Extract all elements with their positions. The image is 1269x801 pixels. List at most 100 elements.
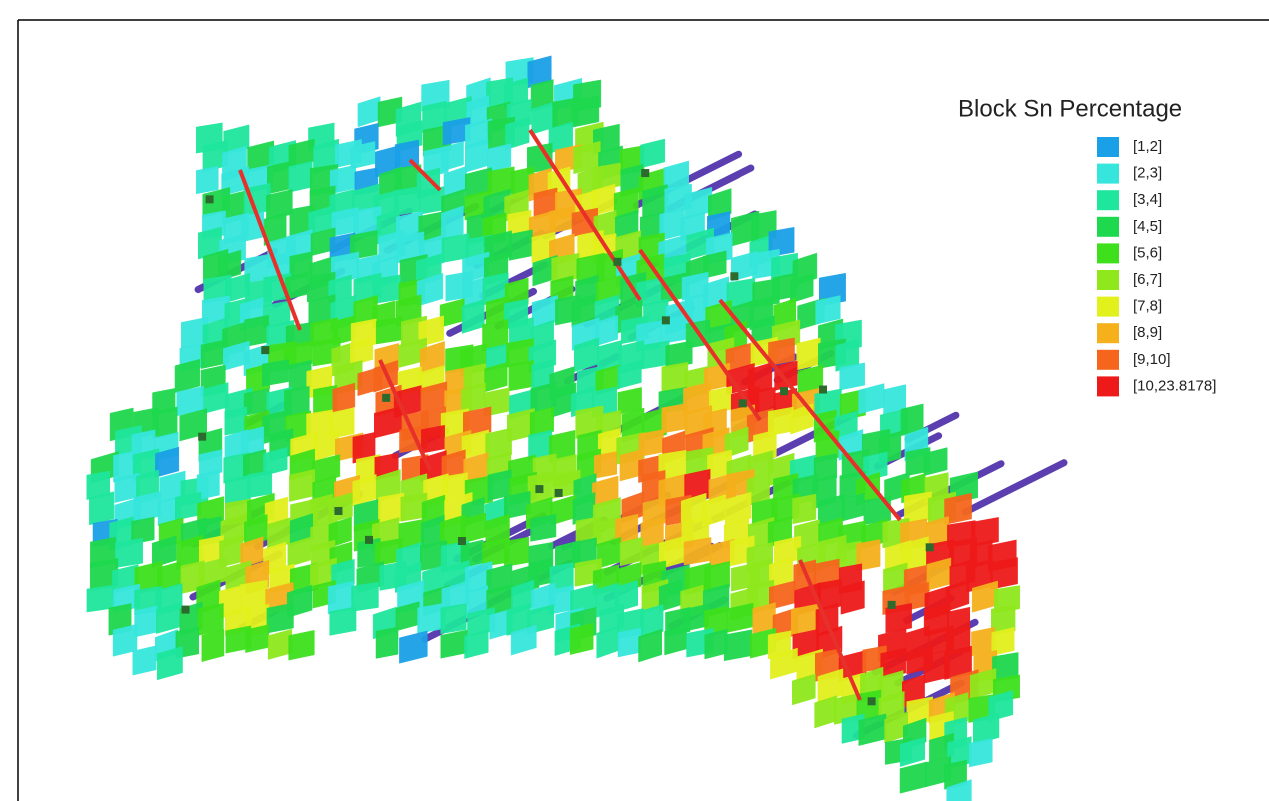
block [594,315,619,347]
block [261,359,289,387]
block [463,406,492,439]
legend-label: [7,8] [1133,298,1162,315]
block [969,738,993,768]
block [923,447,948,477]
block [332,382,356,414]
block [350,141,376,170]
sample-marker [887,600,896,609]
block [399,630,428,664]
block [115,537,143,568]
block [218,249,242,282]
block [768,226,795,258]
legend-swatch [1097,190,1119,211]
sample-marker [780,387,789,396]
sample-marker [198,432,207,441]
block-model [86,55,1068,801]
block [613,187,639,220]
block [485,427,512,461]
block [839,362,865,391]
block [131,516,155,545]
legend-swatch [1097,349,1119,370]
vein [238,169,302,331]
vein [528,128,642,302]
block [792,673,816,706]
block [617,359,642,390]
sample-marker [261,346,270,355]
block [641,340,670,370]
vein [718,298,902,522]
block [571,95,600,128]
block [526,142,553,174]
legend-swatch [1097,137,1119,157]
block [640,138,666,169]
sample-marker [730,272,739,281]
vein [408,158,442,192]
block [247,470,273,499]
sample-marker [365,535,374,544]
block [89,491,115,526]
legend-label: [5,6] [1133,244,1162,261]
block [419,341,445,376]
legend-swatch [1097,216,1119,237]
sample-marker [925,543,934,552]
block [196,469,220,501]
legend-swatch [1097,323,1119,344]
block [505,116,530,151]
block [704,561,730,594]
block [155,446,180,478]
sample-marker [554,488,563,497]
block [351,581,379,612]
block [840,580,865,615]
legend-label: [2,3] [1133,165,1162,182]
block [619,536,643,567]
block [151,535,177,568]
block [134,605,158,638]
block [487,143,512,173]
block [375,626,399,659]
block [421,424,445,454]
sample-marker [457,537,466,546]
block [617,627,642,658]
legend-label: [8,9] [1133,324,1162,341]
block [174,358,201,393]
sample-marker [382,393,391,402]
block [796,337,821,371]
block [329,606,357,636]
block [441,141,464,172]
block [287,536,311,568]
sample-marker [641,169,650,178]
block [464,629,489,659]
block [885,603,912,634]
block [441,205,464,242]
legend-label: [4,5] [1133,218,1162,235]
block [614,580,638,613]
block [944,492,972,525]
sample-marker [535,485,544,494]
block [508,360,534,392]
block [665,340,693,369]
block [899,736,926,767]
block [201,629,225,662]
block [240,536,264,569]
block [946,579,970,612]
block [790,272,814,304]
block [199,449,223,478]
block [529,406,554,438]
legend-label: [3,4] [1133,191,1162,208]
block [289,469,315,502]
vein [638,248,762,422]
block [946,779,972,801]
block [419,186,445,215]
block [723,629,753,662]
legend: Block Sn Percentage [1,2] [2,3] [3,4] [4,5]… [958,95,1216,397]
legend-label: [6,7] [1133,271,1162,288]
block [815,295,841,325]
block [530,514,557,542]
block [263,447,288,477]
block [196,166,219,195]
legend-swatch [1097,270,1119,290]
block [288,160,313,193]
block [813,453,838,483]
